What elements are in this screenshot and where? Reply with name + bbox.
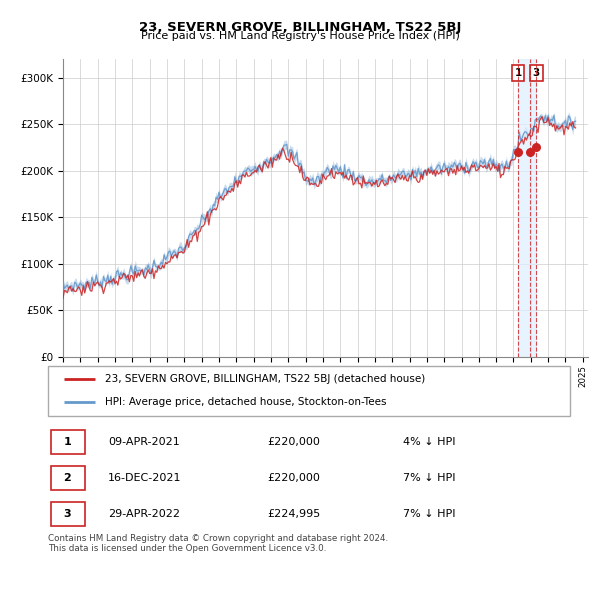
Text: 7% ↓ HPI: 7% ↓ HPI <box>403 509 455 519</box>
Text: 23, SEVERN GROVE, BILLINGHAM, TS22 5BJ: 23, SEVERN GROVE, BILLINGHAM, TS22 5BJ <box>139 21 461 34</box>
Text: 2: 2 <box>64 473 71 483</box>
Text: HPI: Average price, detached house, Stockton-on-Tees: HPI: Average price, detached house, Stoc… <box>106 398 387 408</box>
Text: 29-APR-2022: 29-APR-2022 <box>108 509 180 519</box>
Point <box>514 148 523 157</box>
Text: £220,000: £220,000 <box>267 437 320 447</box>
Bar <box>518 59 536 357</box>
Text: 4% ↓ HPI: 4% ↓ HPI <box>403 437 455 447</box>
Text: Contains HM Land Registry data © Crown copyright and database right 2024.
This d: Contains HM Land Registry data © Crown c… <box>48 534 388 553</box>
Text: 3: 3 <box>533 68 540 78</box>
Text: £224,995: £224,995 <box>267 509 320 519</box>
Text: 1: 1 <box>515 68 522 78</box>
Text: 3: 3 <box>64 509 71 519</box>
Point <box>532 143 541 152</box>
FancyBboxPatch shape <box>50 466 85 490</box>
Text: 1: 1 <box>64 437 71 447</box>
Text: 16-DEC-2021: 16-DEC-2021 <box>108 473 182 483</box>
Text: £220,000: £220,000 <box>267 473 320 483</box>
Text: 7% ↓ HPI: 7% ↓ HPI <box>403 473 455 483</box>
FancyBboxPatch shape <box>50 502 85 526</box>
Point <box>526 148 535 157</box>
FancyBboxPatch shape <box>50 430 85 454</box>
Text: 09-APR-2021: 09-APR-2021 <box>108 437 180 447</box>
Text: Price paid vs. HM Land Registry's House Price Index (HPI): Price paid vs. HM Land Registry's House … <box>140 31 460 41</box>
Text: 23, SEVERN GROVE, BILLINGHAM, TS22 5BJ (detached house): 23, SEVERN GROVE, BILLINGHAM, TS22 5BJ (… <box>106 374 425 384</box>
